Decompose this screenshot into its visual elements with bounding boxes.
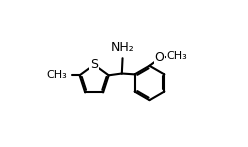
Text: NH₂: NH₂ [111, 41, 134, 54]
Text: O: O [155, 51, 165, 64]
Text: CH₃: CH₃ [46, 70, 67, 80]
Text: CH₃: CH₃ [166, 51, 187, 61]
Text: S: S [90, 58, 98, 71]
